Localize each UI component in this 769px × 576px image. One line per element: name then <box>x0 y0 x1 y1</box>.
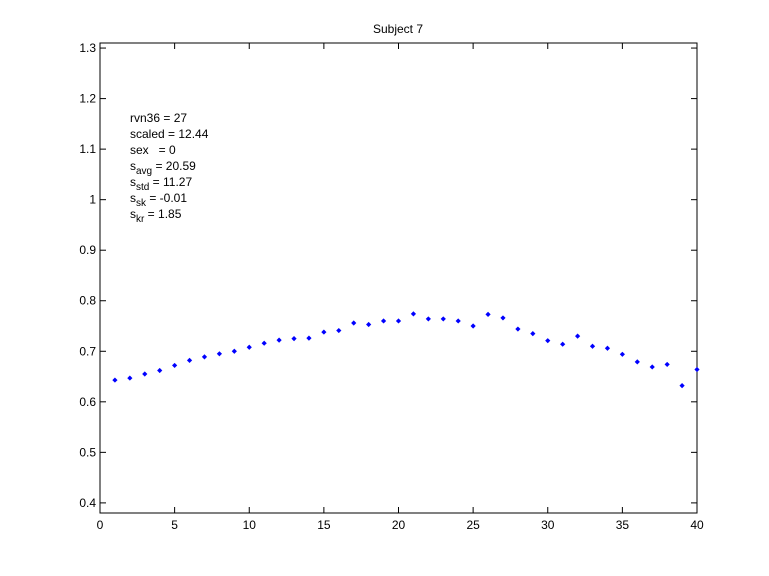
data-point <box>634 359 640 365</box>
stat-annotation-base: s <box>130 207 136 221</box>
data-point <box>201 354 208 360</box>
data-point <box>246 344 252 350</box>
data-point <box>336 327 342 334</box>
y-tick-label: 0.7 <box>79 344 96 358</box>
x-tick-label: 10 <box>243 518 257 532</box>
x-tick-label: 5 <box>171 518 178 532</box>
data-point <box>679 383 685 389</box>
stat-annotation-value: = 11.27 <box>149 175 192 189</box>
data-point <box>515 326 521 332</box>
stat-annotation-base: s <box>130 191 136 205</box>
x-tick-label: 20 <box>392 518 406 532</box>
points-layer <box>112 311 700 389</box>
data-point <box>127 375 133 381</box>
data-point <box>425 316 431 322</box>
plot-area <box>99 42 698 514</box>
y-tick-label: 0.9 <box>79 243 96 257</box>
stat-annotation: skr = 1.85 <box>130 207 182 225</box>
data-point <box>395 318 402 324</box>
data-point <box>306 335 312 341</box>
data-point <box>351 320 357 326</box>
stat-annotation: rvn36 = 27 <box>130 111 187 125</box>
stat-annotation-subscript: std <box>136 182 149 193</box>
stat-annotation-base: scaled = 12.44 <box>130 127 209 141</box>
x-tick-label: 25 <box>466 518 480 532</box>
data-point <box>440 316 446 322</box>
stat-annotation-base: s <box>130 175 136 189</box>
stat-annotation-base: sex = 0 <box>130 143 176 157</box>
data-point <box>321 329 327 335</box>
data-point <box>216 351 222 357</box>
data-point <box>530 330 536 337</box>
x-tick-label: 30 <box>541 518 555 532</box>
y-tick-label: 1 <box>89 193 96 207</box>
data-point <box>619 351 625 357</box>
data-point <box>485 311 491 317</box>
y-tick-label: 1.3 <box>79 41 96 55</box>
y-tick-label: 0.5 <box>79 445 96 459</box>
stat-annotation: sex = 0 <box>130 143 176 157</box>
x-tick-label: 15 <box>317 518 331 532</box>
y-tick-label: 0.4 <box>79 496 96 510</box>
data-point <box>649 364 655 370</box>
data-point <box>455 318 461 324</box>
data-point <box>410 311 417 317</box>
stat-annotation-base: rvn36 = 27 <box>130 111 187 125</box>
stat-annotation-subscript: avg <box>136 166 152 177</box>
stat-annotation: scaled = 12.44 <box>130 127 209 141</box>
data-point <box>186 357 193 363</box>
data-point <box>664 361 670 368</box>
stat-annotation: sstd = 11.27 <box>130 175 192 193</box>
data-point <box>291 336 297 342</box>
data-point <box>380 318 387 324</box>
data-point <box>276 337 282 343</box>
data-point <box>604 345 611 351</box>
x-tick-label: 35 <box>616 518 630 532</box>
data-point <box>112 377 118 383</box>
x-tick-label: 0 <box>97 518 104 532</box>
data-point <box>172 362 178 369</box>
y-tick-label: 0.6 <box>79 395 96 409</box>
data-point <box>261 340 267 346</box>
y-tick-label: 1.2 <box>79 92 96 106</box>
data-point <box>545 338 551 344</box>
ticks-layer: 0 5 10 15 20 25 30 35 40 0.4 0.5 0.6 0.7 0.8 0.9 1 1.1 1.… <box>79 41 704 532</box>
data-point <box>366 321 372 328</box>
data-point <box>694 366 700 373</box>
stat-annotation-base: s <box>130 159 136 173</box>
y-tick-label: 1.1 <box>79 142 96 156</box>
x-tick-label: 40 <box>690 518 704 532</box>
stat-annotation: ssk = -0.01 <box>130 191 187 209</box>
data-point <box>157 367 163 374</box>
data-point <box>231 348 237 354</box>
data-point <box>560 341 566 347</box>
stat-annotation-value: = -0.01 <box>146 191 187 205</box>
data-point <box>142 371 148 377</box>
data-point <box>589 343 596 349</box>
data-point <box>470 323 476 329</box>
stat-annotation-subscript: kr <box>136 214 145 225</box>
chart-title: Subject 7 <box>373 22 423 36</box>
data-point <box>575 333 581 339</box>
stat-annotation-subscript: sk <box>136 198 147 209</box>
stat-annotation-value: = 1.85 <box>144 207 181 221</box>
data-point <box>500 315 506 321</box>
stat-annotation-value: = 20.59 <box>152 159 196 173</box>
y-tick-label: 0.8 <box>79 294 96 308</box>
stat-annotation: savg = 20.59 <box>130 159 196 177</box>
